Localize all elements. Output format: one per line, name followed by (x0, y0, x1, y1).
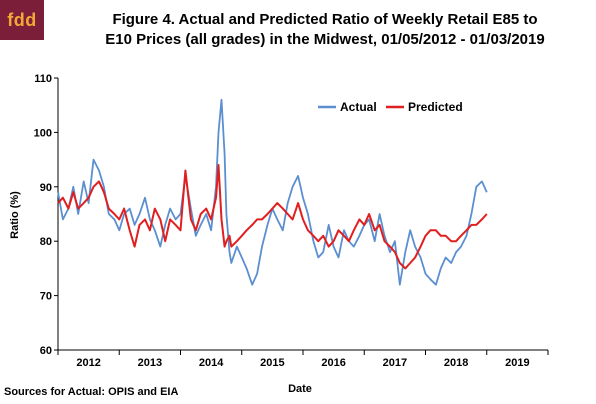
logo-text: fdd (7, 9, 37, 30)
series-lines (57, 98, 488, 286)
chart-title-line-1: Figure 4. Actual and Predicted Ratio of … (112, 11, 538, 28)
y-tick-label: 80 (40, 236, 52, 248)
source-note: Sources for Actual: OPIS and EIA (4, 386, 179, 398)
axes: 60 70 80 90 100 110 2012 2013 2014 2015 2016 2017 20… (34, 73, 549, 369)
fdd-logo: fdd (0, 0, 44, 40)
legend-label-actual: Actual (340, 100, 377, 114)
y-tick-label: 110 (34, 73, 52, 85)
chart-title-line-2: E10 Prices (all grades) in the Midwest, … (105, 31, 545, 48)
x-tick-label: 2014 (199, 357, 224, 369)
series-line-predicted (57, 164, 488, 270)
chart-title: Figure 4. Actual and Predicted Ratio of … (60, 10, 590, 50)
x-tick-label: 2017 (383, 357, 407, 369)
x-tick-label: 2012 (76, 357, 100, 369)
x-axis-label: Date (288, 383, 312, 395)
x-tick-label: 2015 (260, 357, 284, 369)
series-line-actual (57, 98, 488, 286)
y-tick-label: 70 (40, 291, 52, 303)
y-tick-label: 60 (40, 345, 52, 357)
y-tick-label: 90 (40, 182, 52, 194)
x-tick-label: 2018 (444, 357, 468, 369)
x-tick-label: 2019 (505, 357, 529, 369)
legend: Actual Predicted (318, 100, 463, 114)
y-tick-label: 100 (34, 127, 52, 139)
x-tick-label: 2013 (138, 357, 162, 369)
legend-label-predicted: Predicted (408, 100, 463, 114)
x-tick-label: 2016 (321, 357, 345, 369)
y-axis-label: Ratio (%) (9, 191, 21, 239)
